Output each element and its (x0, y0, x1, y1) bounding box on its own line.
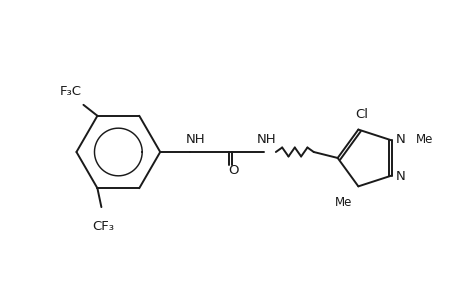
Text: N: N (395, 133, 405, 146)
Text: N: N (395, 170, 405, 183)
Text: NH: NH (257, 133, 276, 146)
Text: CF₃: CF₃ (92, 220, 114, 232)
Text: F₃C: F₃C (59, 85, 81, 98)
Text: O: O (228, 164, 239, 177)
Text: Me: Me (334, 196, 351, 209)
Text: Me: Me (415, 133, 432, 146)
Text: NH: NH (185, 133, 204, 146)
Text: Cl: Cl (354, 108, 367, 121)
